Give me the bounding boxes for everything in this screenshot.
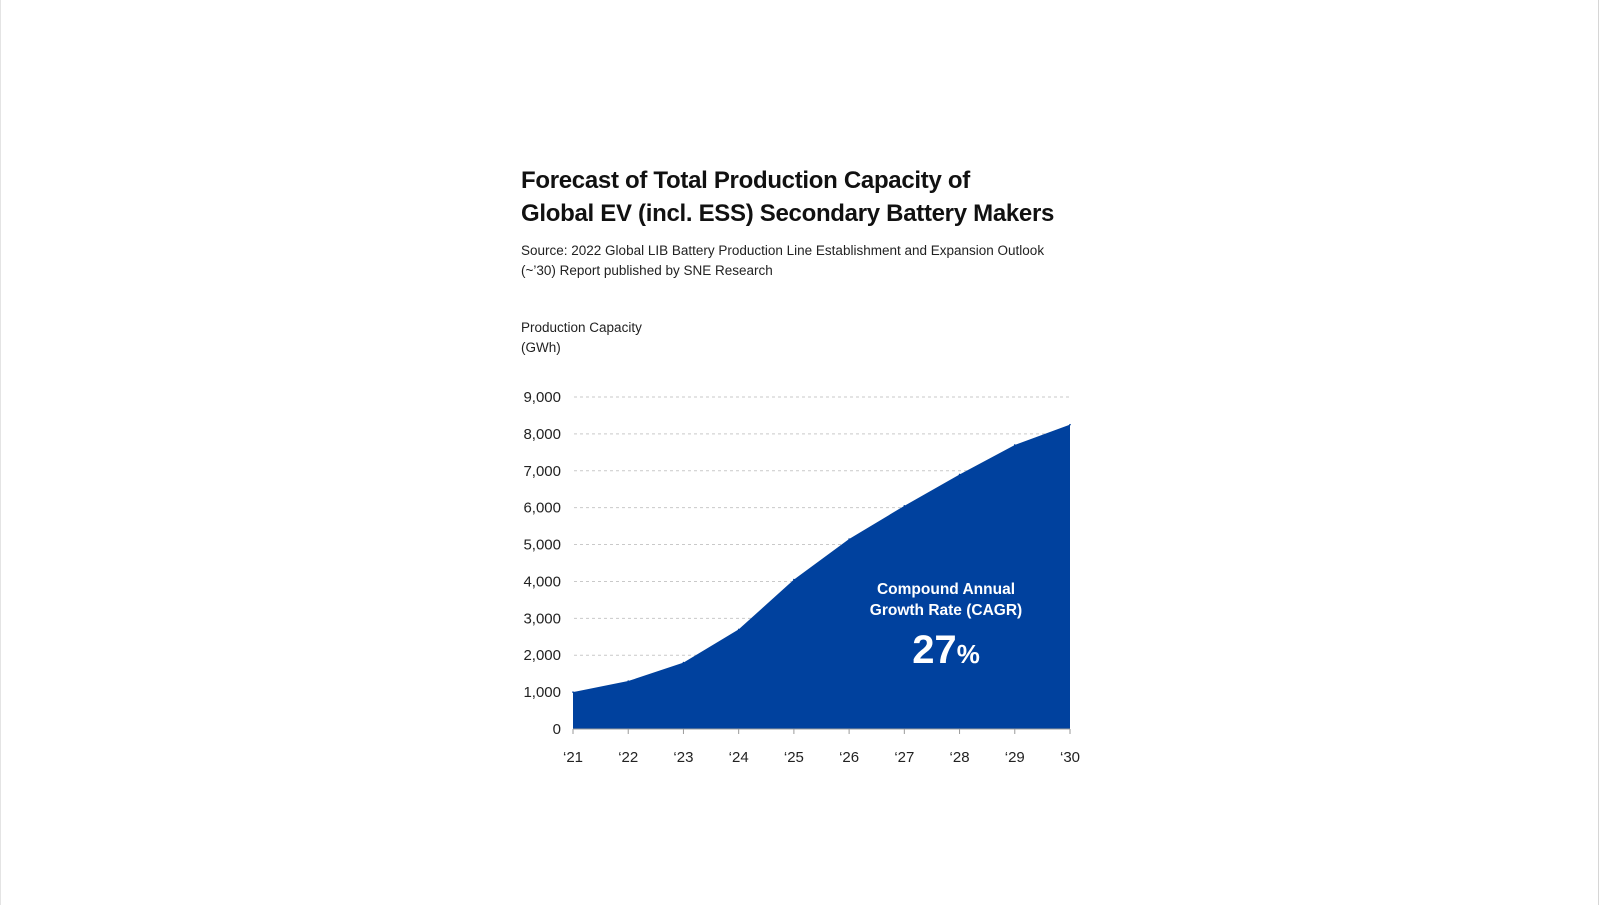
x-tick-label: ‘21: [563, 749, 583, 766]
chart-source-line-1: Source: 2022 Global LIB Battery Producti…: [521, 243, 1045, 258]
x-tick-label: ‘25: [784, 749, 804, 766]
chart-title: Forecast of Total Production Capacity of…: [521, 164, 1141, 230]
chart-source-line-2: (~’30) Report published by SNE Research: [521, 263, 773, 278]
data-point: [848, 538, 850, 540]
x-tick-label: ‘29: [1005, 749, 1025, 766]
x-tick-label: ‘23: [673, 749, 693, 766]
x-tick-label: ‘30: [1060, 749, 1080, 766]
y-tick-label: 7,000: [523, 463, 561, 480]
data-point: [793, 578, 795, 581]
chart-source: Source: 2022 Global LIB Battery Producti…: [521, 241, 1081, 281]
x-tick-label: ‘22: [618, 749, 638, 766]
y-tick-label: 0: [553, 721, 561, 738]
data-point: [737, 628, 740, 631]
cagr-label-line-2: Growth Rate (CAGR): [870, 602, 1022, 619]
data-point: [1069, 423, 1071, 426]
y-tick-label: 4,000: [523, 573, 561, 590]
x-tick-label: ‘28: [950, 749, 970, 766]
y-tick-label: 5,000: [523, 537, 561, 554]
y-tick-label: 2,000: [523, 647, 561, 664]
area-series: [573, 424, 1070, 729]
data-point: [958, 473, 961, 476]
x-tick-label: ‘27: [894, 749, 914, 766]
chart-title-line-2: Global EV (incl. ESS) Secondary Battery …: [521, 200, 1055, 227]
y-axis-label-line-2: (GWh): [521, 340, 561, 355]
y-tick-label: 8,000: [523, 426, 561, 443]
cagr-label-line-1: Compound Annual: [877, 581, 1015, 598]
data-point: [682, 661, 685, 664]
cagr-value: 27%: [912, 628, 980, 672]
cagr-number: 27: [912, 628, 957, 672]
x-tick-label: ‘24: [729, 749, 749, 766]
data-point: [903, 505, 906, 507]
y-tick-label: 9,000: [523, 389, 561, 406]
x-tick-label: ‘26: [839, 749, 859, 766]
data-point: [1013, 444, 1016, 446]
y-axis-label: Production Capacity (GWh): [521, 318, 642, 358]
y-axis-label-line-1: Production Capacity: [521, 320, 642, 335]
y-tick-label: 3,000: [523, 610, 561, 627]
data-point: [572, 691, 574, 693]
cagr-unit: %: [957, 639, 980, 669]
data-point: [627, 680, 630, 682]
y-tick-label: 6,000: [523, 500, 561, 517]
y-tick-label: 1,000: [523, 684, 561, 701]
chart-title-line-1: Forecast of Total Production Capacity of: [521, 167, 970, 194]
